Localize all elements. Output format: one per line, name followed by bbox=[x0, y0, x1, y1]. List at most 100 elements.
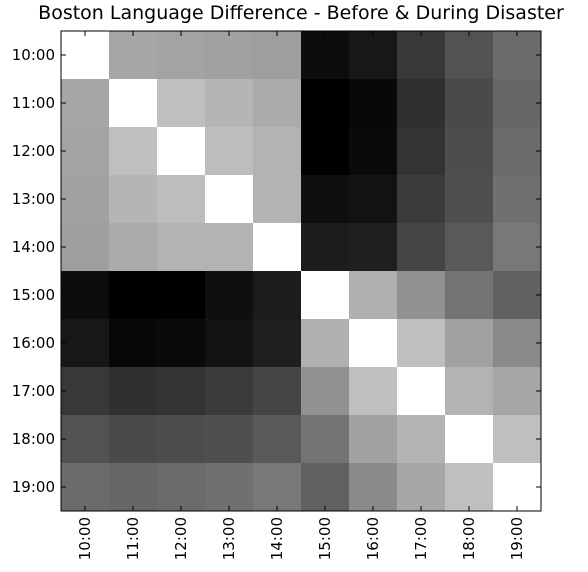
y-tick-label: 18:00 bbox=[12, 430, 55, 448]
heat-cell bbox=[349, 31, 398, 80]
heat-cell bbox=[493, 31, 542, 80]
y-tick-label: 16:00 bbox=[12, 334, 55, 352]
heat-cell bbox=[445, 319, 494, 368]
heat-cell bbox=[253, 463, 302, 512]
heat-cell bbox=[445, 175, 494, 224]
chart-title: Boston Language Difference - Before & Du… bbox=[38, 2, 564, 24]
heat-cell bbox=[157, 367, 206, 416]
heat-cell bbox=[349, 367, 398, 416]
y-tick-label: 19:00 bbox=[12, 478, 55, 496]
heat-cell bbox=[493, 175, 542, 224]
heat-cell bbox=[301, 79, 350, 128]
heat-cell bbox=[445, 79, 494, 128]
heat-cell bbox=[109, 463, 158, 512]
plot-frame bbox=[60, 30, 542, 512]
x-tick-label: 11:00 bbox=[124, 517, 142, 560]
x-tick-label: 10:00 bbox=[76, 517, 94, 560]
x-tick-label: 15:00 bbox=[316, 517, 334, 560]
heat-cell bbox=[349, 271, 398, 320]
heat-cell bbox=[205, 415, 254, 464]
heat-cell bbox=[445, 367, 494, 416]
heat-cell bbox=[61, 319, 110, 368]
heat-cell bbox=[301, 463, 350, 512]
heat-cell bbox=[61, 127, 110, 176]
heat-cell bbox=[445, 463, 494, 512]
y-tick-label: 11:00 bbox=[12, 94, 55, 112]
heat-cell bbox=[253, 175, 302, 224]
heat-cell bbox=[397, 415, 446, 464]
heat-cell bbox=[349, 175, 398, 224]
heat-cell bbox=[109, 367, 158, 416]
x-tick-label: 17:00 bbox=[412, 517, 430, 560]
heat-cell bbox=[397, 319, 446, 368]
heat-cell bbox=[397, 79, 446, 128]
heat-cell bbox=[61, 415, 110, 464]
heat-cell bbox=[349, 79, 398, 128]
heat-cell bbox=[493, 271, 542, 320]
heat-cell bbox=[493, 223, 542, 272]
heat-cell bbox=[205, 31, 254, 80]
heat-cell bbox=[349, 463, 398, 512]
heat-cell bbox=[397, 271, 446, 320]
x-tick-label: 14:00 bbox=[268, 517, 286, 560]
heat-cell bbox=[205, 271, 254, 320]
heat-cell bbox=[397, 463, 446, 512]
heat-cell bbox=[301, 175, 350, 224]
heat-cell bbox=[157, 415, 206, 464]
heat-cell bbox=[349, 223, 398, 272]
heat-cell bbox=[205, 127, 254, 176]
heat-cell bbox=[301, 367, 350, 416]
heat-cell bbox=[253, 223, 302, 272]
heat-cell bbox=[253, 127, 302, 176]
heat-cell bbox=[445, 415, 494, 464]
y-tick-label: 14:00 bbox=[12, 238, 55, 256]
heat-cell bbox=[157, 223, 206, 272]
heat-cell bbox=[349, 415, 398, 464]
heat-cell bbox=[301, 31, 350, 80]
heat-cell bbox=[109, 415, 158, 464]
heat-cell bbox=[349, 127, 398, 176]
heat-cell bbox=[445, 223, 494, 272]
heat-cell bbox=[349, 319, 398, 368]
heat-cell bbox=[301, 415, 350, 464]
heat-cell bbox=[109, 223, 158, 272]
heat-cell bbox=[109, 79, 158, 128]
heat-cell bbox=[109, 271, 158, 320]
heat-cell bbox=[157, 271, 206, 320]
heat-cell bbox=[301, 223, 350, 272]
y-tick-label: 15:00 bbox=[12, 286, 55, 304]
heat-cell bbox=[205, 463, 254, 512]
heat-cell bbox=[205, 319, 254, 368]
heat-cell bbox=[445, 127, 494, 176]
heat-cell bbox=[61, 463, 110, 512]
heat-cell bbox=[253, 79, 302, 128]
heat-cell bbox=[301, 319, 350, 368]
heat-cell bbox=[157, 175, 206, 224]
heat-cell bbox=[253, 367, 302, 416]
heat-cell bbox=[157, 31, 206, 80]
heat-cell bbox=[397, 367, 446, 416]
heat-cell bbox=[61, 223, 110, 272]
heat-cell bbox=[205, 79, 254, 128]
heat-cell bbox=[493, 319, 542, 368]
heat-cell bbox=[397, 175, 446, 224]
heat-cell bbox=[301, 271, 350, 320]
y-tick-label: 10:00 bbox=[12, 46, 55, 64]
heat-cell bbox=[205, 175, 254, 224]
x-tick-label: 18:00 bbox=[460, 517, 478, 560]
heat-cell bbox=[493, 463, 542, 512]
heat-cell bbox=[109, 175, 158, 224]
heat-cell bbox=[493, 127, 542, 176]
heat-cell bbox=[445, 31, 494, 80]
heat-cell bbox=[253, 271, 302, 320]
heat-cell bbox=[61, 367, 110, 416]
heat-cell bbox=[253, 319, 302, 368]
x-tick-label: 19:00 bbox=[508, 517, 526, 560]
heat-cell bbox=[61, 175, 110, 224]
heat-cell bbox=[157, 463, 206, 512]
heat-cell bbox=[205, 367, 254, 416]
y-tick-label: 17:00 bbox=[12, 382, 55, 400]
y-tick-label: 13:00 bbox=[12, 190, 55, 208]
